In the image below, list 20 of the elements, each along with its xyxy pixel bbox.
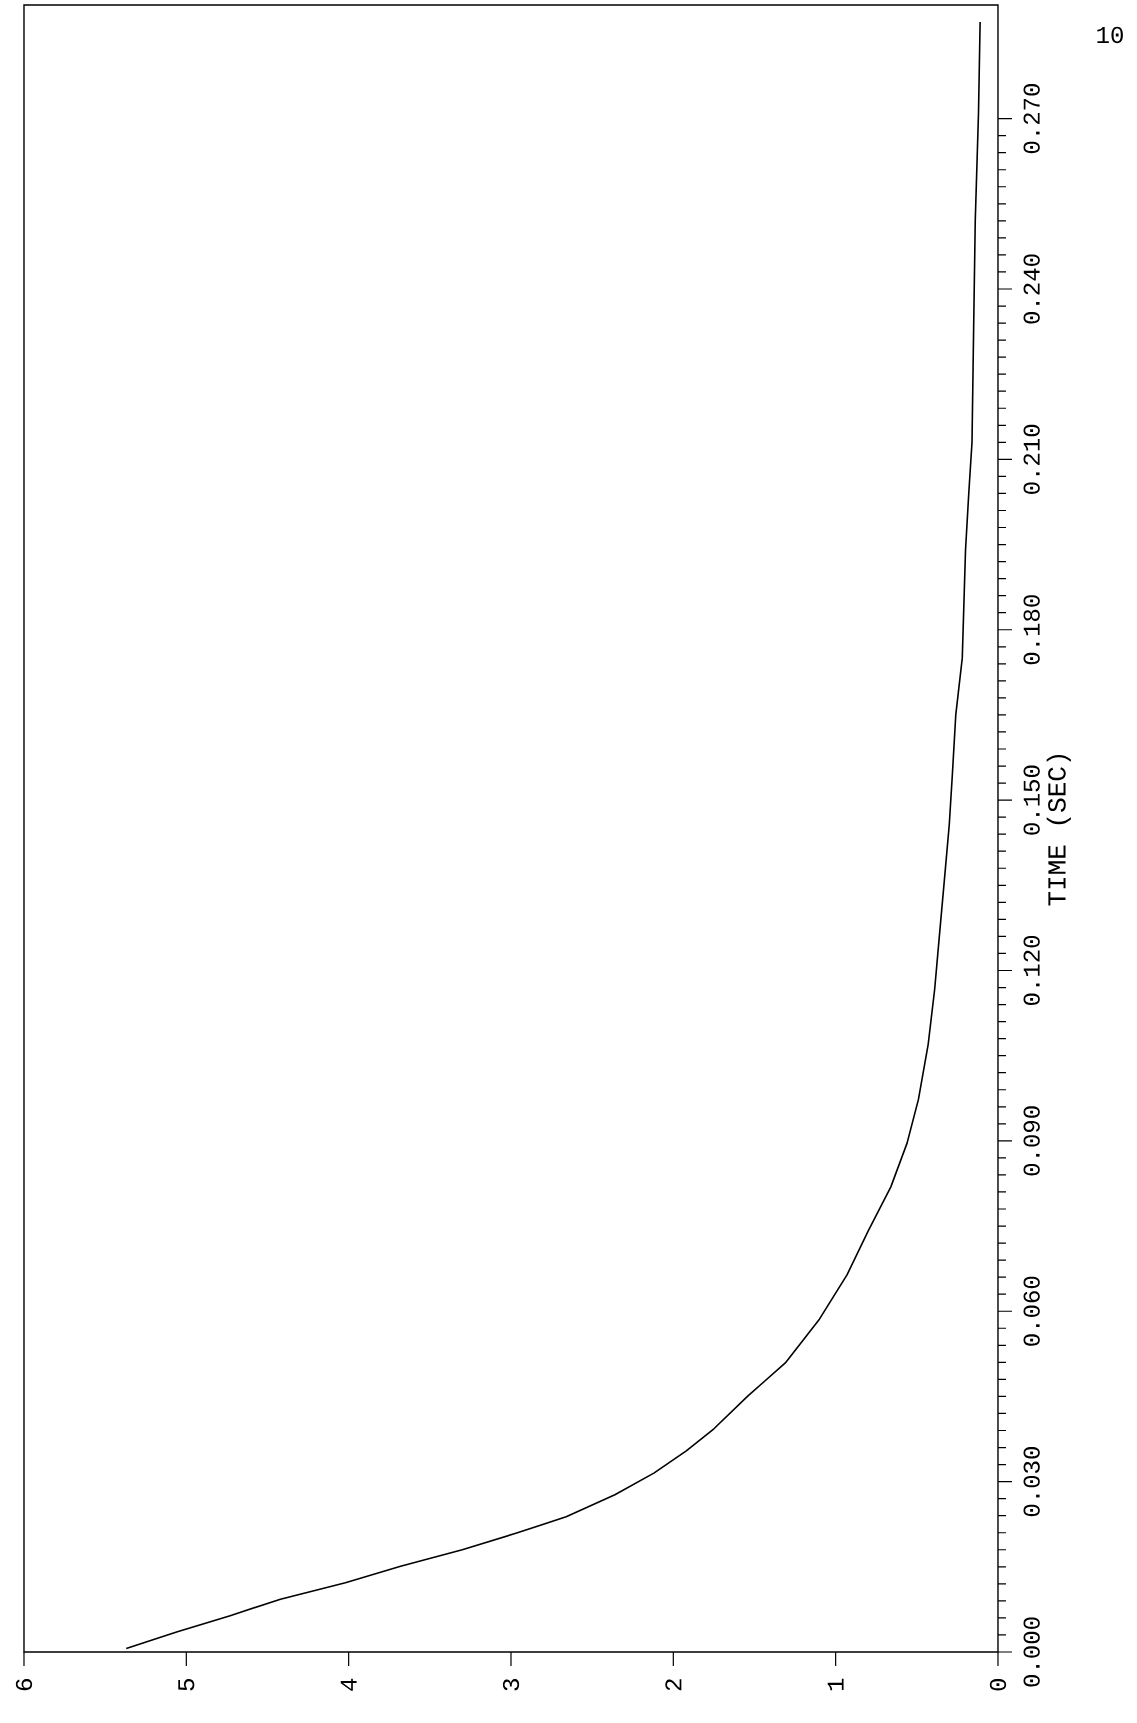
y-tick-label: 0.150: [1023, 765, 1040, 835]
y-axis-title: TIME (SEC): [1046, 754, 1071, 906]
text: 10: [1097, 26, 1123, 44]
y-tick-label: 0.000: [1023, 1617, 1040, 1687]
y-tick-label: 0.270: [1023, 84, 1040, 154]
x-tick-label: 1: [827, 1678, 844, 1691]
y-tick-label: 0.180: [1023, 595, 1040, 665]
y-tick-label: 0.240: [1023, 254, 1040, 324]
x-tick-label: 5: [178, 1679, 195, 1691]
y-tick-label: 0.090: [1023, 1106, 1040, 1176]
x-tick-label: 4: [340, 1678, 357, 1691]
line-series: [125, 21, 981, 1650]
x-tick-label: 2: [665, 1679, 682, 1691]
x-tick-label: 0: [989, 1679, 1007, 1691]
y-tick-label: 0.120: [1023, 935, 1040, 1006]
y-tick-label: 0.210: [1023, 424, 1040, 494]
x-tick-label: 6: [15, 1679, 33, 1691]
y-tick-label: 0.030: [1023, 1447, 1040, 1517]
y-tick-label: 0.060: [1023, 1276, 1040, 1346]
x-tick-label: 3: [502, 1679, 520, 1691]
